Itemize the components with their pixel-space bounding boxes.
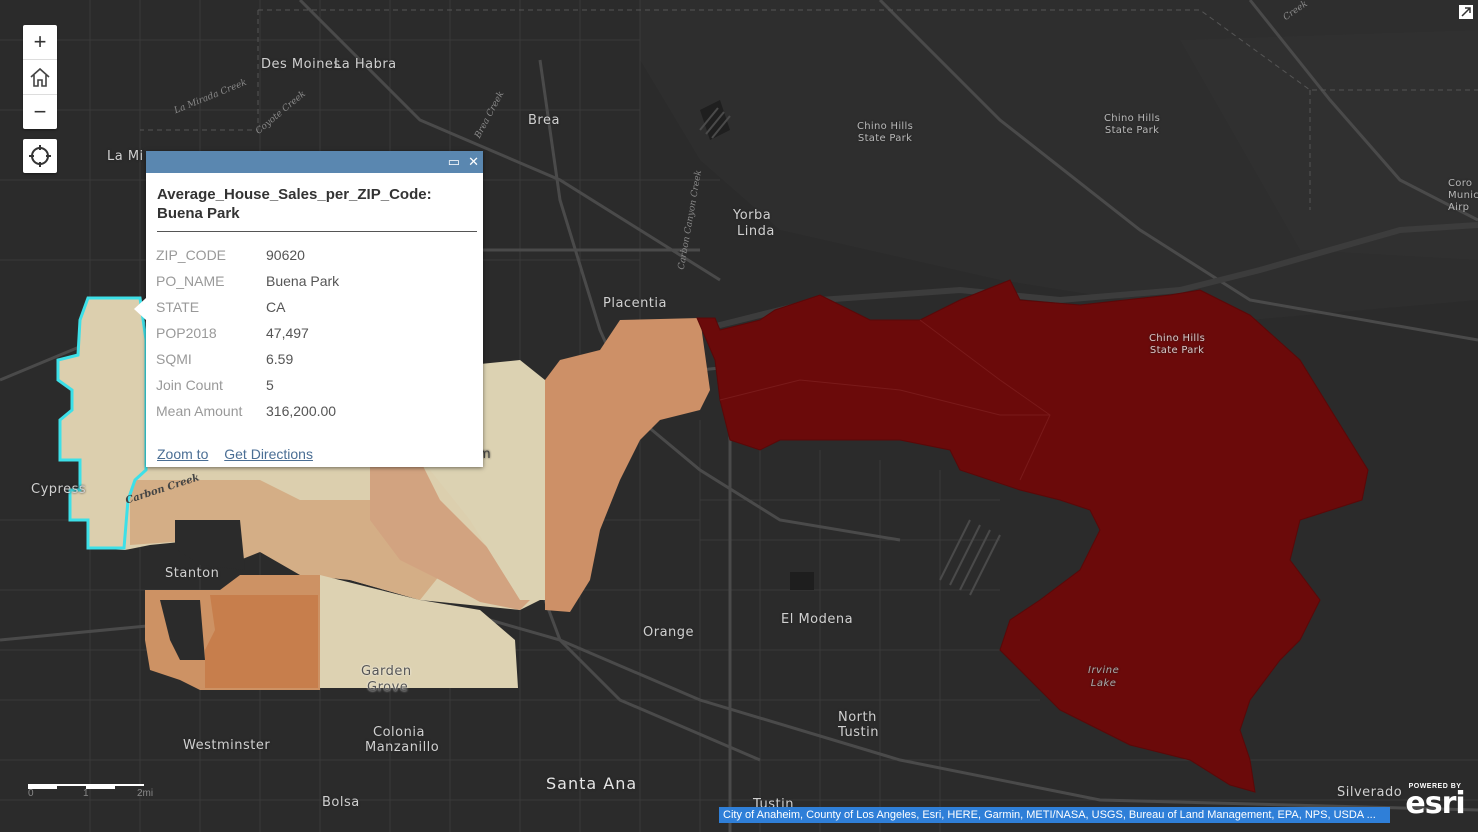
place-label: Westminster [183,738,271,753]
zoom-out-button[interactable]: − [33,99,47,124]
place-label: Tustin [838,725,879,740]
place-label: Colonia [373,725,425,740]
place-label: Linda [737,224,775,239]
place-label: Brea [528,113,560,128]
table-row: SQMI 6.59 [156,346,339,372]
esri-logo: POWERED BY esri [1405,783,1465,821]
field-name: STATE [156,299,200,315]
zoom-in-button[interactable]: + [23,25,57,60]
home-icon [30,67,50,87]
airport-label: Coro Munic Airp [1448,178,1479,213]
place-label: Bolsa [322,795,360,810]
place-label: Garden [361,664,412,679]
field-value: 316,200.00 [266,403,337,419]
field-value: 47,497 [266,325,309,341]
field-name: ZIP_CODE [156,247,227,263]
place-label: Placentia [603,296,667,311]
place-label: La Mi [107,149,144,164]
table-row: STATE CA [156,294,339,320]
expand-icon[interactable] [1459,5,1473,19]
place-label: North [838,710,877,725]
scale-label: 1 [83,788,89,799]
lake-label: Irvine Lake [1088,665,1120,689]
field-name: SQMI [156,351,192,367]
place-label: Silverado [1337,785,1403,800]
table-row: Join Count 5 [156,372,339,398]
place-label: Cypress [31,482,87,497]
zoom-to-link[interactable]: Zoom to [157,446,209,462]
scale-label: 2mi [137,788,154,799]
locate-icon [29,145,51,167]
place-label: Des Moines [261,57,341,72]
place-label: Manzanillo [365,740,440,755]
field-name: Join Count [156,377,223,393]
field-value: 5 [266,377,274,393]
field-name: PO_NAME [156,273,225,289]
place-label: Grove [367,680,409,695]
get-directions-link[interactable]: Get Directions [224,446,313,462]
popup-actions: Zoom to Get Directions [157,446,325,462]
place-label: Yorba [733,208,772,223]
table-row: PO_NAME Buena Park [156,268,339,294]
place-label: Orange [643,625,695,640]
popup-title: Average_House_Sales_per_ZIP_Code: Buena … [157,185,477,232]
close-icon[interactable]: ✕ [468,154,479,169]
scale-label: 0 [28,788,34,799]
field-value: CA [266,299,286,315]
table-row: Mean Amount 316,200.00 [156,398,339,424]
park-label: Chino Hills State Park [1149,333,1206,356]
feature-popup: ▭ ✕ Average_House_Sales_per_ZIP_Code: Bu… [134,151,483,467]
table-row: POP2018 47,497 [156,320,339,346]
place-label: La Habra [334,57,397,72]
scale-bar: 0 1 2mi [28,778,153,799]
maximize-icon[interactable]: ▭ [447,154,461,169]
place-label: Stanton [165,566,220,581]
locate-button[interactable] [23,139,57,173]
field-name: Mean Amount [156,403,243,419]
field-value: 6.59 [266,351,294,367]
park-label: Chino Hills State Park [857,121,914,144]
field-value: Buena Park [266,273,340,289]
place-label: Santa Ana [546,774,638,793]
field-name: POP2018 [156,325,217,341]
home-button[interactable] [23,60,57,95]
place-label: El Modena [781,612,854,627]
field-value: 90620 [266,247,305,263]
zoom-control: + − [23,25,57,129]
park-label: Chino Hills State Park [1104,113,1161,136]
scale-bar-graphic [28,784,144,789]
popup-titlebar: ▭ ✕ [146,151,483,173]
table-row: ZIP_CODE 90620 [156,242,339,268]
popup-pointer [134,298,146,320]
attribute-table: ZIP_CODE 90620 PO_NAME Buena Park STATE CA … [156,242,339,424]
attribution-bar[interactable]: City of Anaheim, County of Los Angeles, … [719,807,1390,823]
